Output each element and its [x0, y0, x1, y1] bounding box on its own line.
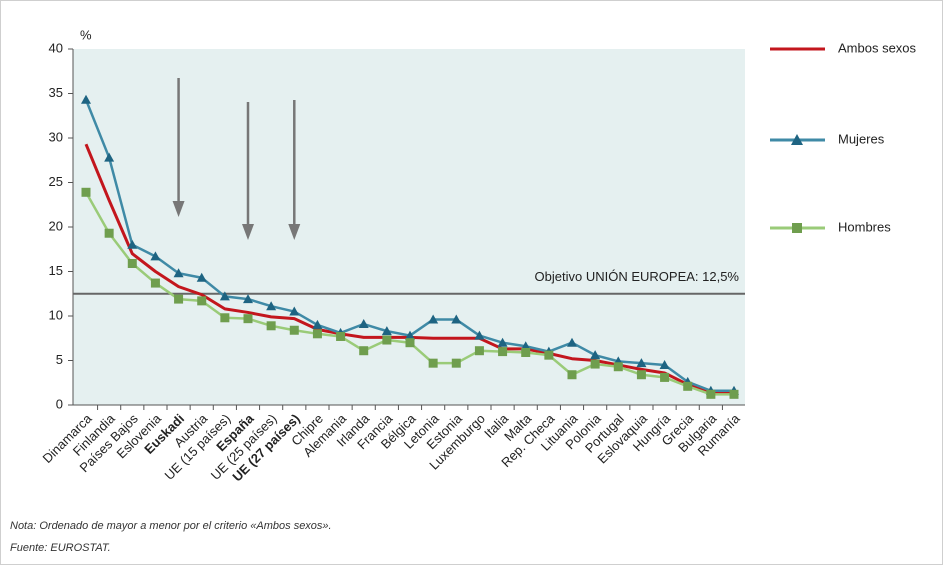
marker [567, 370, 577, 380]
y-tick-label: 20 [49, 218, 63, 233]
legend-label: Mujeres [838, 131, 885, 146]
marker [173, 268, 184, 278]
marker [636, 370, 646, 380]
y-tick-label: 10 [49, 307, 63, 322]
source: Fuente: EUROSTAT. [10, 542, 111, 554]
legend-label: Hombres [838, 219, 891, 234]
marker [451, 358, 461, 368]
arrow-head [172, 201, 185, 217]
marker [104, 152, 115, 162]
y-tick-label: 35 [49, 85, 63, 100]
marker [266, 321, 276, 331]
marker [381, 326, 392, 336]
marker [729, 389, 739, 399]
marker [266, 301, 277, 311]
marker [243, 314, 253, 324]
marker [636, 358, 647, 368]
marker [521, 347, 531, 357]
legend-marker [791, 134, 803, 145]
marker [659, 359, 670, 369]
marker [428, 314, 439, 324]
y-axis-label: % [80, 27, 92, 42]
marker [544, 350, 554, 360]
marker [289, 306, 300, 316]
marker [405, 330, 415, 340]
marker [81, 187, 91, 197]
marker [127, 258, 137, 268]
plot-area [73, 49, 745, 405]
marker [428, 358, 438, 368]
legend-label: Ambos sexos [838, 40, 917, 55]
target-label: Objetivo UNIÓN EUROPEA: 12,5% [535, 269, 740, 284]
y-tick-label: 0 [56, 396, 63, 411]
marker [81, 94, 91, 104]
marker [660, 372, 670, 382]
marker [174, 294, 184, 304]
marker [451, 314, 462, 324]
y-tick-label: 5 [56, 352, 63, 367]
marker [336, 331, 346, 341]
marker [196, 272, 207, 282]
y-tick-label: 25 [49, 174, 63, 189]
marker [474, 346, 484, 356]
marker [359, 346, 369, 356]
marker [497, 337, 508, 347]
marker [358, 319, 369, 329]
marker [706, 389, 716, 399]
marker [683, 381, 693, 391]
y-tick-label: 30 [49, 129, 63, 144]
marker [382, 335, 392, 345]
y-tick-label: 15 [49, 263, 63, 278]
marker [498, 347, 508, 357]
marker [243, 294, 253, 304]
marker [197, 296, 207, 306]
arrow-head [288, 224, 301, 240]
marker [312, 319, 323, 329]
marker [590, 359, 600, 369]
marker [150, 251, 161, 261]
marker [104, 228, 114, 238]
marker [590, 350, 601, 360]
marker [150, 278, 160, 288]
marker [127, 239, 138, 249]
note: Nota: Ordenado de mayor a menor por el c… [10, 520, 332, 532]
marker [289, 325, 299, 335]
arrow-head [242, 224, 254, 240]
marker [567, 337, 577, 347]
legend-marker [792, 223, 802, 233]
marker [312, 329, 322, 339]
marker [220, 313, 230, 323]
marker [405, 338, 415, 348]
marker [474, 330, 485, 340]
marker [219, 291, 230, 301]
marker [613, 362, 623, 372]
y-tick-label: 40 [49, 40, 63, 55]
